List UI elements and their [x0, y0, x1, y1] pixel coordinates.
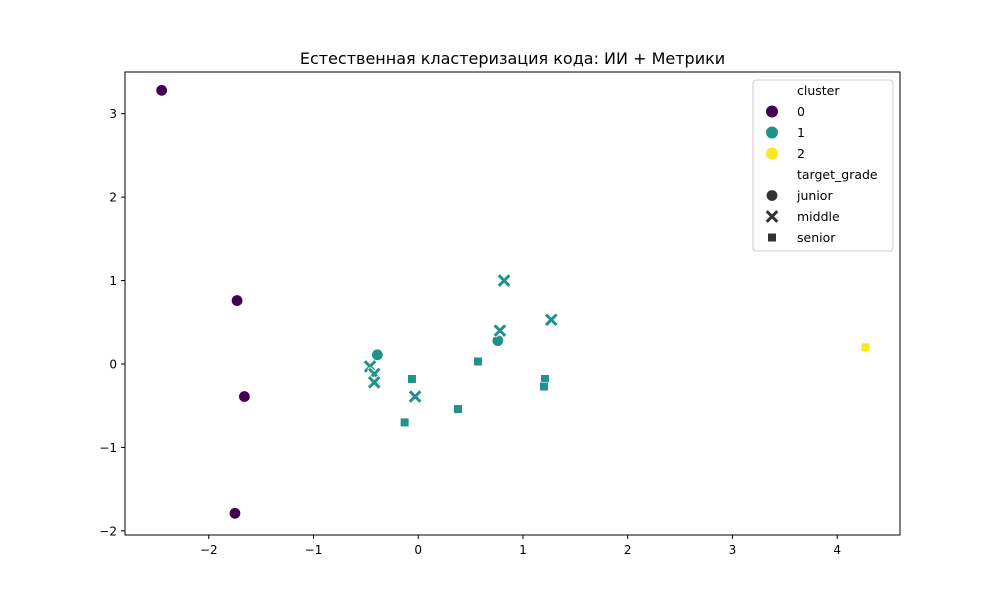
data-point — [539, 381, 549, 392]
y-axis-ticks: −2 −1 0 1 2 3 — [99, 107, 125, 538]
x-tick-label: 3 — [729, 543, 737, 557]
legend-style-marker — [765, 189, 779, 202]
data-point — [228, 507, 242, 520]
data-point — [238, 390, 251, 403]
x-tick-label: 4 — [833, 543, 841, 557]
legend-box — [752, 79, 894, 252]
x-tick-label: −2 — [200, 543, 218, 557]
data-points — [155, 84, 871, 520]
data-point — [497, 273, 511, 288]
legend-style-label: senior — [797, 230, 836, 245]
legend-hue-label: 0 — [797, 104, 805, 119]
legend-hue-marker — [766, 147, 778, 160]
data-point — [367, 375, 381, 390]
y-tick-label: 2 — [109, 191, 117, 205]
legend-style-label: middle — [797, 209, 840, 224]
chart-title: Естественная кластеризация кода: ИИ + Ме… — [300, 49, 725, 68]
legend-style-marker — [767, 232, 777, 243]
legend-style-title: target_grade — [797, 167, 878, 182]
y-tick-label: 1 — [109, 274, 117, 288]
data-point — [400, 417, 410, 427]
legend-hue-marker — [766, 105, 778, 118]
x-tick-label: −1 — [305, 543, 323, 557]
data-point — [473, 356, 483, 367]
legend-style-label: junior — [796, 188, 833, 203]
data-point — [453, 404, 463, 414]
data-point — [493, 323, 507, 338]
legend-hue-marker — [766, 126, 778, 139]
data-point — [371, 348, 384, 362]
y-tick-label: −2 — [99, 524, 117, 538]
data-point — [155, 84, 168, 97]
legend-hue-title: cluster — [797, 83, 840, 98]
data-point — [407, 374, 417, 384]
y-tick-label: −1 — [99, 441, 117, 455]
legend-hue-label: 2 — [797, 146, 805, 161]
x-tick-label: 2 — [624, 543, 632, 557]
x-axis-ticks: −2 −1 0 1 2 3 4 — [200, 535, 841, 557]
y-tick-label: 3 — [109, 107, 117, 121]
x-tick-label: 0 — [414, 543, 422, 557]
data-point — [544, 313, 558, 327]
y-tick-label: 0 — [109, 357, 117, 371]
legend-style-marker — [765, 209, 779, 224]
data-point — [408, 389, 422, 404]
data-point — [860, 342, 871, 352]
data-point — [491, 334, 505, 347]
x-tick-label: 1 — [519, 543, 527, 557]
plot-area-frame — [124, 71, 901, 536]
data-point — [230, 294, 244, 307]
legend-hue-label: 1 — [797, 125, 805, 140]
